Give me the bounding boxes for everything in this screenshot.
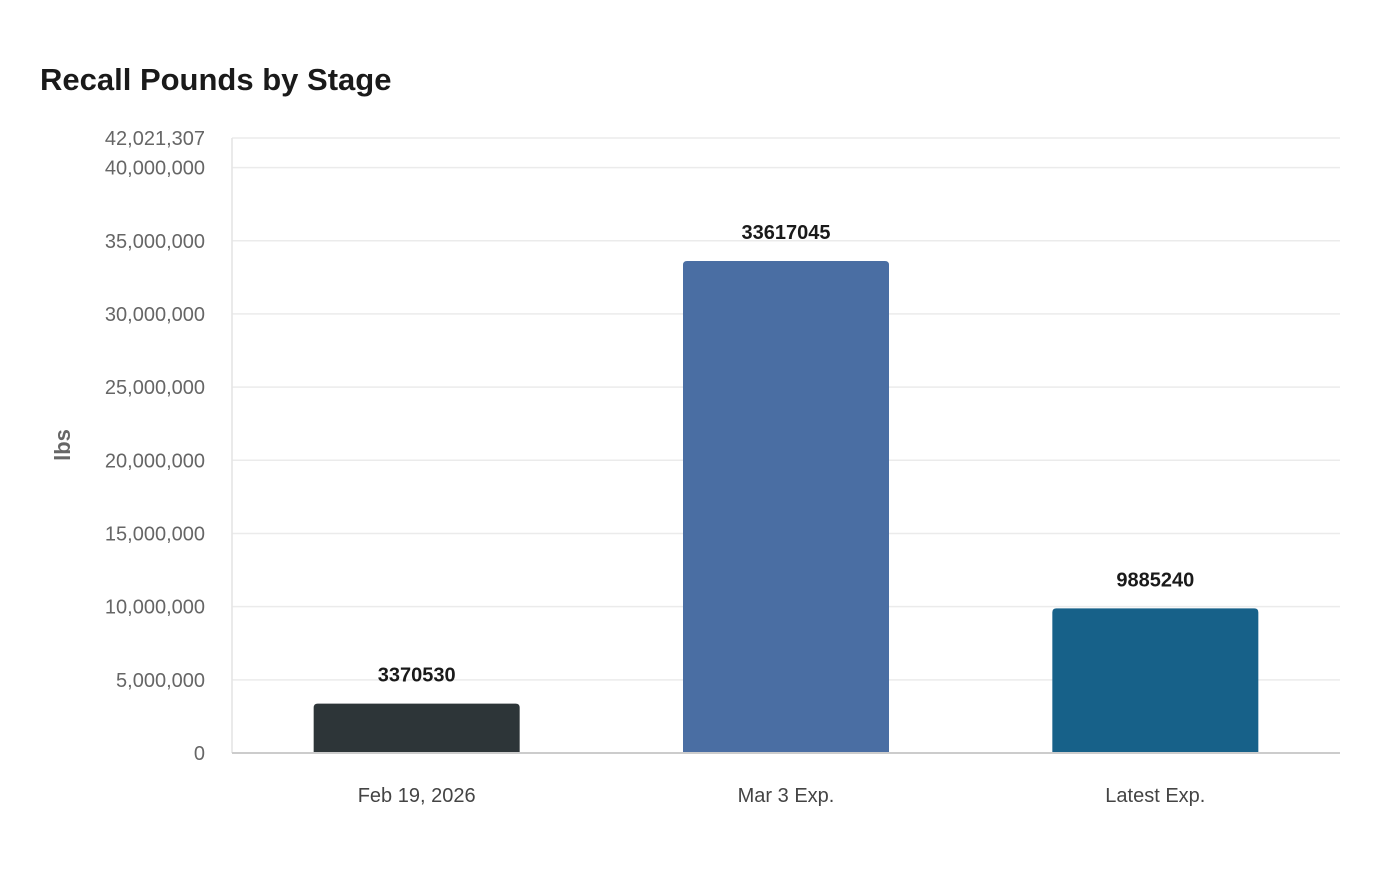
chart-title: Recall Pounds by Stage bbox=[40, 62, 391, 97]
y-tick-label: 30,000,000 bbox=[105, 304, 205, 326]
data-label: 33617045 bbox=[742, 222, 831, 244]
y-axis-label: lbs bbox=[50, 429, 75, 461]
data-labels: 3370530 33617045 9885240 bbox=[378, 222, 1195, 687]
y-tick-label: 35,000,000 bbox=[105, 231, 205, 253]
y-tick-label: 15,000,000 bbox=[105, 523, 205, 545]
y-tick-label: 0 bbox=[194, 743, 205, 765]
x-tick-label: Latest Exp. bbox=[1105, 785, 1205, 807]
y-tick-label: 10,000,000 bbox=[105, 597, 205, 619]
data-label: 9885240 bbox=[1116, 569, 1194, 591]
data-label: 3370530 bbox=[378, 665, 456, 687]
x-axis-ticks: Feb 19, 2026 Mar 3 Exp. Latest Exp. bbox=[358, 785, 1206, 807]
y-tick-label: 40,000,000 bbox=[105, 158, 205, 180]
x-tick-label: Mar 3 Exp. bbox=[738, 785, 835, 807]
y-tick-label: 5,000,000 bbox=[116, 670, 205, 692]
bar-1 bbox=[313, 703, 520, 753]
bar-3 bbox=[1052, 608, 1259, 753]
bars bbox=[313, 261, 1259, 753]
x-tick-label: Feb 19, 2026 bbox=[358, 785, 476, 807]
y-axis-ticks: 0 5,000,000 10,000,000 15,000,000 20,000,000… bbox=[105, 128, 205, 765]
bar-2 bbox=[683, 261, 889, 753]
y-tick-label: 25,000,000 bbox=[105, 377, 205, 399]
y-tick-label: 42,021,307 bbox=[105, 128, 205, 150]
y-tick-label: 20,000,000 bbox=[105, 450, 205, 472]
